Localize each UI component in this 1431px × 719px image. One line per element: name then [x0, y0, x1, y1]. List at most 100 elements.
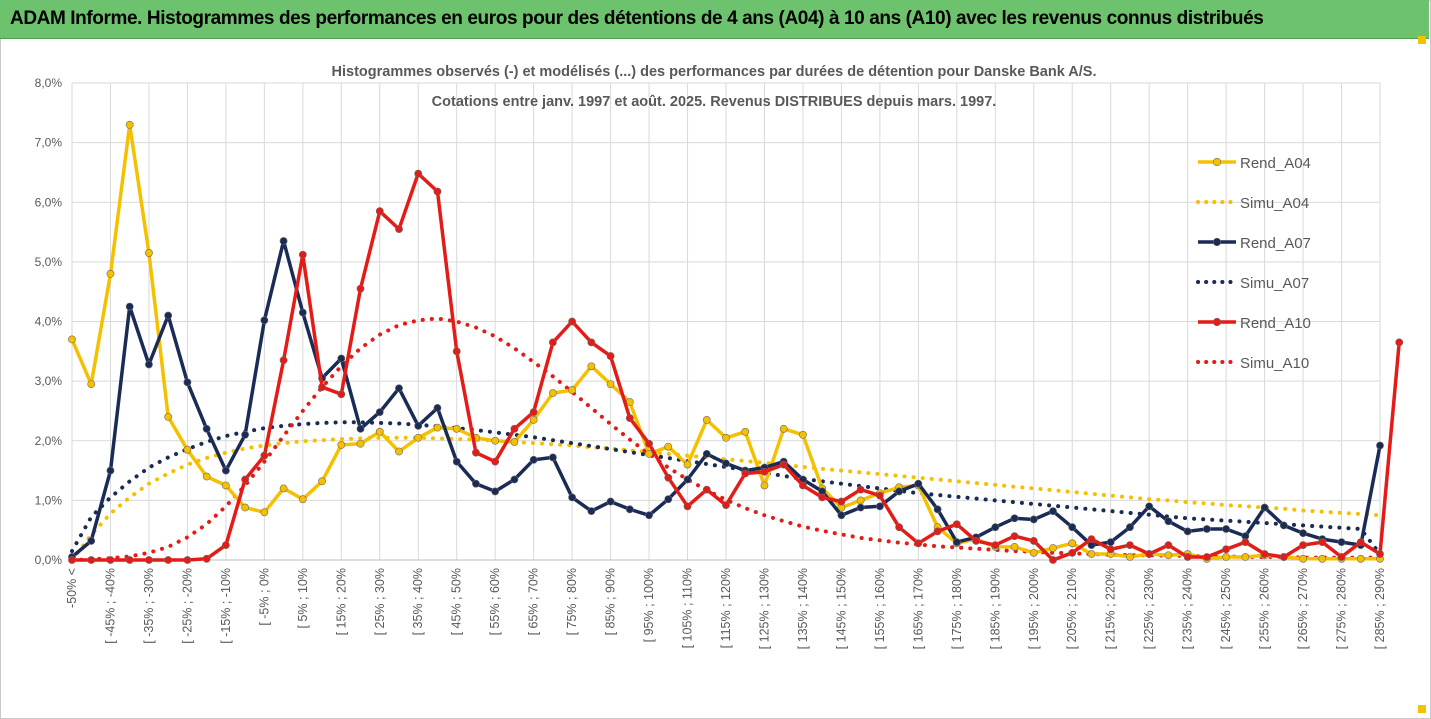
data-point — [395, 225, 403, 233]
data-point — [1241, 553, 1250, 561]
data-point — [1241, 538, 1250, 547]
data-point — [702, 415, 711, 424]
data-point — [125, 120, 134, 129]
y-tick-label: 5,0% — [35, 255, 63, 269]
data-point — [606, 380, 615, 389]
legend-item: Simu_A04 — [1196, 195, 1309, 212]
data-point — [933, 505, 942, 514]
data-point — [106, 466, 115, 475]
data-point — [337, 390, 346, 399]
legend-label: Simu_A04 — [1240, 195, 1309, 212]
y-tick-label: 3,0% — [35, 374, 63, 388]
data-point — [1068, 539, 1077, 548]
data-point — [1318, 538, 1327, 547]
data-point — [1183, 553, 1192, 561]
data-point — [529, 415, 538, 424]
data-point — [433, 187, 442, 196]
data-point — [991, 541, 1000, 549]
data-point — [856, 485, 865, 494]
data-point — [433, 423, 442, 432]
x-tick-label: [ 155% ; 160% — [873, 568, 887, 649]
data-point — [1279, 521, 1288, 530]
data-point — [664, 442, 673, 451]
data-point — [1222, 525, 1231, 533]
data-point — [1260, 503, 1269, 512]
data-point — [433, 404, 442, 412]
data-point — [164, 556, 173, 564]
legend-marker — [1212, 237, 1222, 247]
data-point — [125, 556, 134, 564]
data-point — [1049, 507, 1057, 516]
data-point — [183, 445, 192, 454]
data-point — [1183, 527, 1192, 536]
data-point — [375, 427, 384, 436]
data-point — [529, 408, 538, 417]
data-point — [241, 430, 250, 439]
x-tick-label: [ 195% ; 200% — [1027, 568, 1041, 649]
legend-label: Rend_A04 — [1240, 155, 1311, 172]
data-point — [414, 421, 423, 430]
data-point — [298, 250, 307, 259]
data-point — [760, 481, 769, 490]
data-point — [202, 472, 211, 481]
legend-label: Rend_A10 — [1240, 315, 1311, 332]
data-point — [548, 338, 557, 347]
data-point — [510, 475, 519, 484]
data-point — [741, 427, 750, 436]
data-point — [260, 508, 269, 517]
data-point — [202, 424, 211, 433]
data-point — [87, 380, 96, 389]
data-point — [106, 556, 115, 564]
data-point — [991, 523, 1000, 532]
x-tick-label: [ 165% ; 170% — [911, 568, 925, 649]
data-point — [741, 469, 750, 478]
data-point — [221, 541, 230, 549]
data-point — [702, 485, 711, 494]
data-point — [683, 460, 692, 469]
data-point — [183, 556, 192, 564]
data-point — [68, 556, 76, 564]
data-point — [164, 311, 173, 320]
data-point — [568, 386, 577, 394]
series-layer — [68, 120, 1404, 564]
data-point — [356, 439, 365, 448]
series-Rend_A07 — [68, 237, 1384, 561]
chart-grid — [71, 82, 1381, 561]
data-point — [279, 484, 288, 493]
y-tick-label: 8,0% — [35, 76, 63, 90]
data-point — [395, 447, 403, 456]
data-point — [779, 460, 788, 469]
chart-title-line2: Cotations entre janv. 1997 et août. 2025… — [432, 94, 997, 110]
data-point — [568, 493, 577, 502]
data-point — [1376, 550, 1384, 558]
data-point — [164, 412, 173, 421]
data-point — [375, 408, 384, 417]
legend-item: Rend_A07 — [1198, 235, 1311, 252]
data-point — [241, 503, 250, 512]
data-point — [491, 457, 500, 466]
data-point — [1029, 515, 1038, 524]
data-point — [972, 537, 980, 545]
data-point — [1299, 529, 1307, 538]
data-point — [145, 556, 153, 564]
data-point — [1126, 523, 1134, 532]
data-point — [202, 554, 211, 563]
data-point — [645, 449, 653, 458]
data-point — [933, 527, 942, 536]
data-point — [1145, 502, 1154, 511]
data-point — [606, 497, 615, 506]
x-tick-label: [ 255% ; 260% — [1258, 568, 1272, 649]
x-tick-label: [ 45% ; 50% — [450, 568, 464, 635]
data-point — [1087, 550, 1096, 558]
y-tick-label: 1,0% — [35, 493, 63, 507]
data-point — [914, 539, 923, 548]
data-point — [1010, 514, 1019, 523]
data-point — [856, 496, 865, 505]
data-point — [452, 424, 461, 433]
data-point — [318, 383, 326, 391]
data-point — [1356, 554, 1365, 563]
series-Rend_A10 — [68, 169, 1404, 564]
series-line — [72, 171, 1401, 562]
x-tick-label: [ -15% ; -10% — [219, 568, 233, 644]
